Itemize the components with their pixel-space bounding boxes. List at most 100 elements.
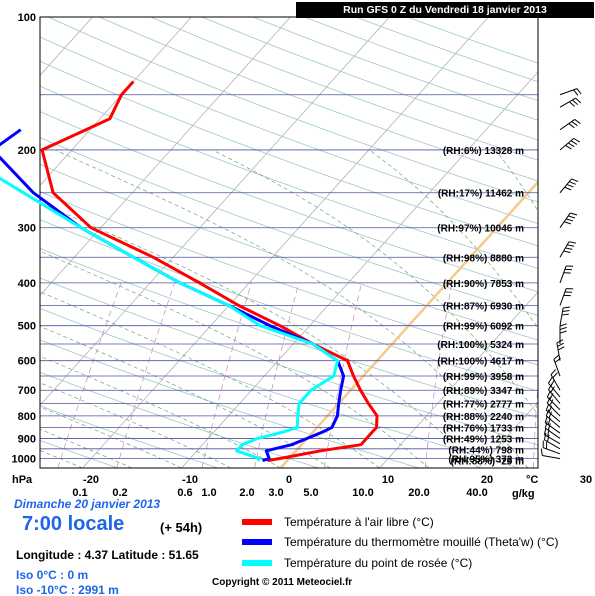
moist-adiabat: [40, 355, 281, 468]
mixing-ratio-tick-label: 0.1: [72, 487, 87, 499]
level-label: (RH:95%) 372 m: [448, 455, 524, 466]
level-label: (RH:49%) 1253 m: [443, 434, 524, 445]
series-line: [0, 176, 340, 462]
dry-adiabat: [40, 339, 420, 468]
wind-barb: [540, 448, 561, 460]
dry-adiabat: [252, 17, 538, 121]
isotherm-line: [280, 181, 538, 468]
wind-barb: [559, 241, 576, 258]
profile-series: [0, 80, 379, 463]
level-label: (RH:100%) 4617 m: [437, 357, 524, 368]
mixing-ratio-tick-label: 2.0: [239, 487, 254, 499]
mixing-ratio-unit-label: g/kg: [512, 488, 535, 500]
level-label: (RH:99%) 6092 m: [443, 322, 524, 333]
level-label: (RH:76%) 1733 m: [443, 423, 524, 434]
dry-adiabat: [40, 111, 538, 293]
level-label: (RH:89%) 3347 m: [443, 386, 524, 397]
wind-barb: [550, 369, 561, 391]
moist-adiabat: [369, 149, 538, 329]
pressure-tick-label: 1000: [12, 454, 36, 466]
dry-adiabat: [0, 17, 17, 468]
legend-swatch-cyan: [242, 560, 272, 566]
mixing-ratio-tick-label: 5.0: [303, 487, 318, 499]
legend-swatch-blue: [242, 539, 272, 545]
temperature-tick-label: 10: [382, 474, 394, 486]
wind-barb: [543, 432, 561, 450]
pressure-unit-label: hPa: [12, 474, 33, 486]
mixing-ratio-tick-label: 0.6: [177, 487, 192, 499]
dry-adiabat: [40, 308, 520, 468]
dry-adiabat: [48, 17, 538, 203]
level-label: (RH:100%) 5324 m: [437, 340, 524, 351]
dry-adiabat: [40, 371, 319, 468]
series-line: [0, 128, 346, 463]
mixing-ratio-tick-label: 20.0: [408, 487, 429, 499]
legend-label: Température du point de rosée (°C): [284, 556, 473, 570]
legend-label: Température du thermomètre mouillé (Thet…: [284, 535, 559, 549]
temperature-tick-label: 30: [580, 474, 592, 486]
temperature-tick-label: 0: [286, 474, 292, 486]
wind-barb: [548, 376, 561, 398]
iso-0-isotherm: [279, 180, 538, 468]
plot-border: [39, 16, 539, 469]
wind-barbs: [540, 88, 582, 460]
mixing-ratio-line: [0, 283, 15, 468]
mixing-ratio-tick-label: 40.0: [466, 487, 487, 499]
isotherm-line: [40, 17, 93, 76]
mixing-ratio-line: [201, 282, 252, 468]
pressure-tick-label: 100: [18, 12, 36, 24]
moist-adiabat: [40, 382, 232, 468]
mixing-ratio-tick-label: 0.2: [112, 487, 127, 499]
wind-barb: [556, 339, 565, 361]
level-label: (RH:87%) 6930 m: [443, 301, 524, 312]
wind-barb: [559, 265, 574, 284]
level-label: (RH:88%) -29 m: [451, 457, 524, 468]
level-label: (RH:6%) 13328 m: [443, 146, 524, 157]
forecast-date: Dimanche 20 janvier 2013: [14, 497, 161, 511]
isotherm-line: [40, 17, 291, 296]
wind-barb: [559, 97, 582, 108]
legend-item-wet-bulb: Température du thermomètre mouillé (Thet…: [242, 534, 559, 550]
mixing-ratio-line: [57, 282, 122, 468]
moist-adiabat: [40, 428, 133, 468]
level-labels: (RH:88%) -29 m(RH:95%) 372 m(RH:44%) 798…: [437, 146, 524, 468]
mixing-ratio-tick-label: 3.0: [268, 487, 283, 499]
copyright: Copyright © 2011 Meteociel.fr: [212, 577, 353, 588]
pressure-tick-label: 700: [18, 385, 36, 397]
moist-adiabat: [40, 291, 380, 468]
mixing-ratio-line: [323, 282, 362, 468]
pressure-tick-label: 400: [18, 278, 36, 290]
location: Longitude : 4.37 Latitude : 51.65: [16, 548, 199, 562]
level-label: (RH:99%) 3958 m: [443, 372, 524, 383]
forecast-offset: (+ 54h): [160, 520, 203, 535]
wind-barb: [545, 409, 561, 428]
mixing-ratio-line: [533, 379, 538, 468]
pressure-tick-label: 500: [18, 321, 36, 333]
wind-barb: [559, 306, 571, 326]
legend-item-dew-point: Température du point de rosée (°C): [242, 555, 472, 571]
pressure-tick-label: 200: [18, 145, 36, 157]
temperature-unit-label: °C: [526, 474, 539, 486]
wind-barb: [545, 403, 561, 423]
dry-adiabat: [40, 439, 118, 468]
mixing-ratio-tick-label: 1.0: [201, 487, 216, 499]
wind-barb: [559, 212, 578, 229]
isotherm-line: [40, 17, 390, 406]
dry-adiabat: [40, 163, 538, 341]
temperature-tick-label: 20: [481, 474, 493, 486]
iso-minus-10-altitude: Iso -10°C : 2991 m: [16, 583, 119, 596]
legend-label: Température à l'air libre (°C): [284, 515, 434, 529]
pressure-tick-label: 900: [18, 433, 36, 445]
dry-adiabat: [40, 36, 538, 225]
dry-adiabat: [201, 17, 538, 141]
wind-barb: [559, 288, 574, 306]
axis-labels: 1002003004005006007008009001000-40-30-20…: [12, 12, 593, 499]
background-grid: [0, 17, 538, 468]
level-label: (RH:77%) 2777 m: [443, 399, 524, 410]
plot-frame: [39, 16, 539, 469]
isotherm-line: [82, 17, 489, 468]
wind-barb: [559, 88, 582, 96]
iso-0-altitude: Iso 0°C : 0 m: [16, 568, 89, 582]
